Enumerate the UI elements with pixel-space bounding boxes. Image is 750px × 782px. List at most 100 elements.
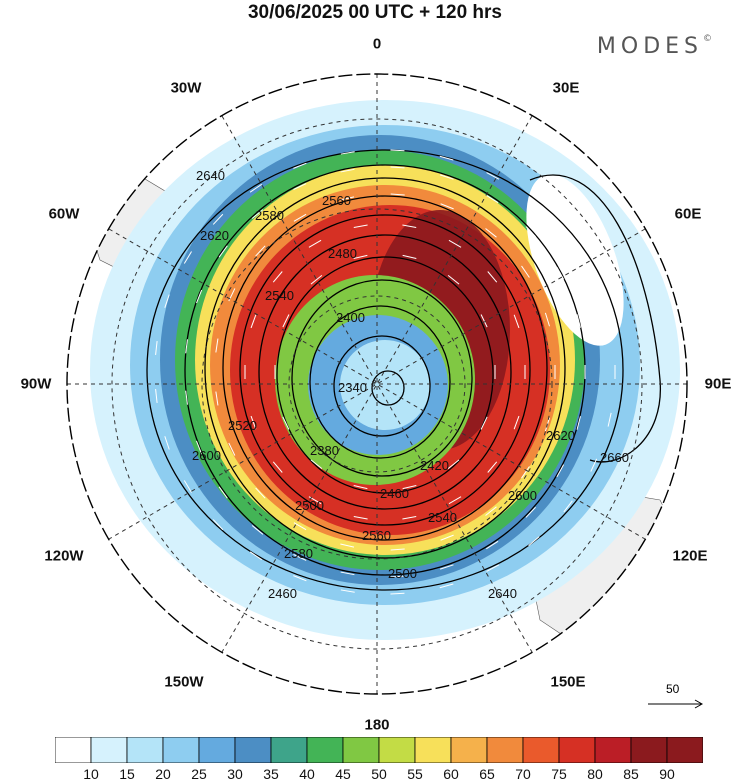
wind-arrow — [272, 271, 283, 283]
wind-arrow — [487, 271, 498, 283]
colorbar-label: 60 — [443, 766, 459, 782]
colorbar-label: 10 — [83, 766, 99, 782]
lon-label-90e: 90E — [704, 375, 732, 393]
colorbar-label: 65 — [479, 766, 495, 782]
wind-arrow — [340, 196, 355, 201]
colorbar-label: 80 — [587, 766, 603, 782]
wind-arrow — [353, 516, 368, 520]
wind-arrow — [340, 543, 355, 548]
wind-arrow — [293, 162, 307, 169]
wind-arrow — [228, 442, 236, 456]
colorbar-swatch — [378, 737, 416, 763]
wind-arrow — [487, 461, 498, 473]
lon-label-30w: 30W — [170, 79, 202, 97]
colorbar-label: 20 — [155, 766, 171, 782]
wind-arrow — [196, 440, 203, 455]
brand-logo: MODES© — [596, 34, 712, 59]
map-boundary — [66, 73, 688, 695]
contour-label: 2560 — [322, 193, 351, 208]
contour-label: 2340 — [338, 380, 367, 395]
lon-label-60w: 60W — [48, 205, 80, 223]
wind-arrow — [402, 224, 417, 228]
wind-arrow — [528, 197, 540, 208]
wind-arrow — [485, 540, 499, 550]
colorbar-labels: 10 15 20 25 30 35 40 45 50 55 60 65 70 75 80 85 90 — [55, 766, 703, 782]
wind-arrow — [440, 203, 454, 210]
wind-arrow — [439, 583, 454, 589]
wind-arrow — [521, 265, 530, 278]
colorbar-label: 85 — [623, 766, 639, 782]
wind-arrow — [185, 339, 188, 354]
colorbar-swatch — [342, 737, 380, 763]
colorbar-swatch — [450, 737, 488, 763]
contour-label: 2640 — [488, 586, 517, 601]
contour-label: 2600 — [192, 448, 221, 463]
wind-arrow — [164, 294, 170, 308]
wind-arrow — [448, 239, 462, 248]
wind-arrow — [590, 272, 598, 286]
reference-vector-label: 50 — [666, 682, 680, 696]
contour-label: 2520 — [228, 418, 257, 433]
wind-arrow — [212, 213, 224, 225]
graticule — [67, 74, 687, 694]
colorbar — [55, 737, 703, 763]
wind-arrow — [390, 548, 405, 551]
colorbar-label: 30 — [227, 766, 243, 782]
wind-arrow — [402, 484, 417, 490]
wind-arrow — [353, 484, 368, 490]
colorbar-label: 25 — [191, 766, 207, 782]
lon-label-150e: 150E — [550, 673, 586, 691]
wind-arrow — [563, 500, 573, 513]
colorbar-label: 90 — [659, 766, 675, 782]
contour-label: 2560 — [362, 528, 391, 543]
wind-arrow — [308, 239, 322, 248]
contour-label: 2540 — [428, 510, 457, 525]
wind-vectors — [155, 149, 616, 595]
contour-label: 2620 — [200, 228, 229, 243]
wind-arrow — [251, 209, 264, 219]
wind-arrow — [447, 274, 460, 285]
contour-label: 2640 — [196, 168, 225, 183]
colorbar-swatch — [522, 737, 560, 763]
wind-arrow — [215, 338, 219, 353]
wind-arrow — [310, 459, 323, 470]
wind-arrow — [251, 525, 264, 535]
wind-shade-inner-20 — [340, 340, 430, 430]
contour-label: 2380 — [310, 443, 339, 458]
wind-arrow — [480, 416, 488, 430]
wind-arrow — [390, 166, 405, 169]
colorbar-label: 15 — [119, 766, 135, 782]
contour-label: 2580 — [255, 208, 284, 223]
wind-arrow — [249, 183, 263, 193]
wind-arrow — [164, 436, 170, 450]
wind-arrow — [513, 314, 520, 329]
colorbar-swatch — [126, 737, 164, 763]
wind-arrow — [607, 317, 612, 332]
colorbar-label: 70 — [515, 766, 531, 782]
wind-arrow — [521, 466, 530, 479]
wind-arrow — [390, 149, 405, 152]
wind-arrow — [402, 254, 417, 260]
wind-arrow — [556, 464, 565, 478]
colorbar-swatch — [162, 737, 200, 763]
colorbar-label: 45 — [335, 766, 351, 782]
wind-arrow — [183, 480, 192, 493]
colorbar-swatch — [270, 737, 308, 763]
wind-arrow — [218, 486, 228, 499]
wind-arrow — [486, 172, 500, 180]
wind-arrow — [340, 151, 355, 155]
wind-arrow — [439, 155, 454, 161]
wind-arrow — [340, 589, 355, 593]
map-title: 30/06/2025 00 UTC + 120 hrs — [247, 2, 503, 23]
wind-arrow — [607, 412, 612, 427]
wind-arrow — [249, 551, 263, 561]
wind-arrow — [576, 314, 581, 328]
wind-arrow — [544, 312, 550, 327]
wind-arrow — [250, 415, 257, 430]
lon-label-180: 180 — [364, 716, 390, 734]
wind-arrow — [390, 592, 405, 595]
wind-arrow — [590, 458, 598, 472]
wind-arrow — [486, 564, 500, 572]
contour-label: 2620 — [546, 428, 575, 443]
